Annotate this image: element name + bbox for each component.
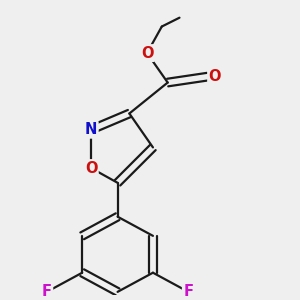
Text: F: F [42, 284, 52, 299]
Text: O: O [141, 46, 153, 61]
Text: O: O [85, 160, 97, 175]
Text: O: O [208, 69, 221, 84]
Text: F: F [183, 284, 193, 299]
Text: N: N [85, 122, 97, 137]
